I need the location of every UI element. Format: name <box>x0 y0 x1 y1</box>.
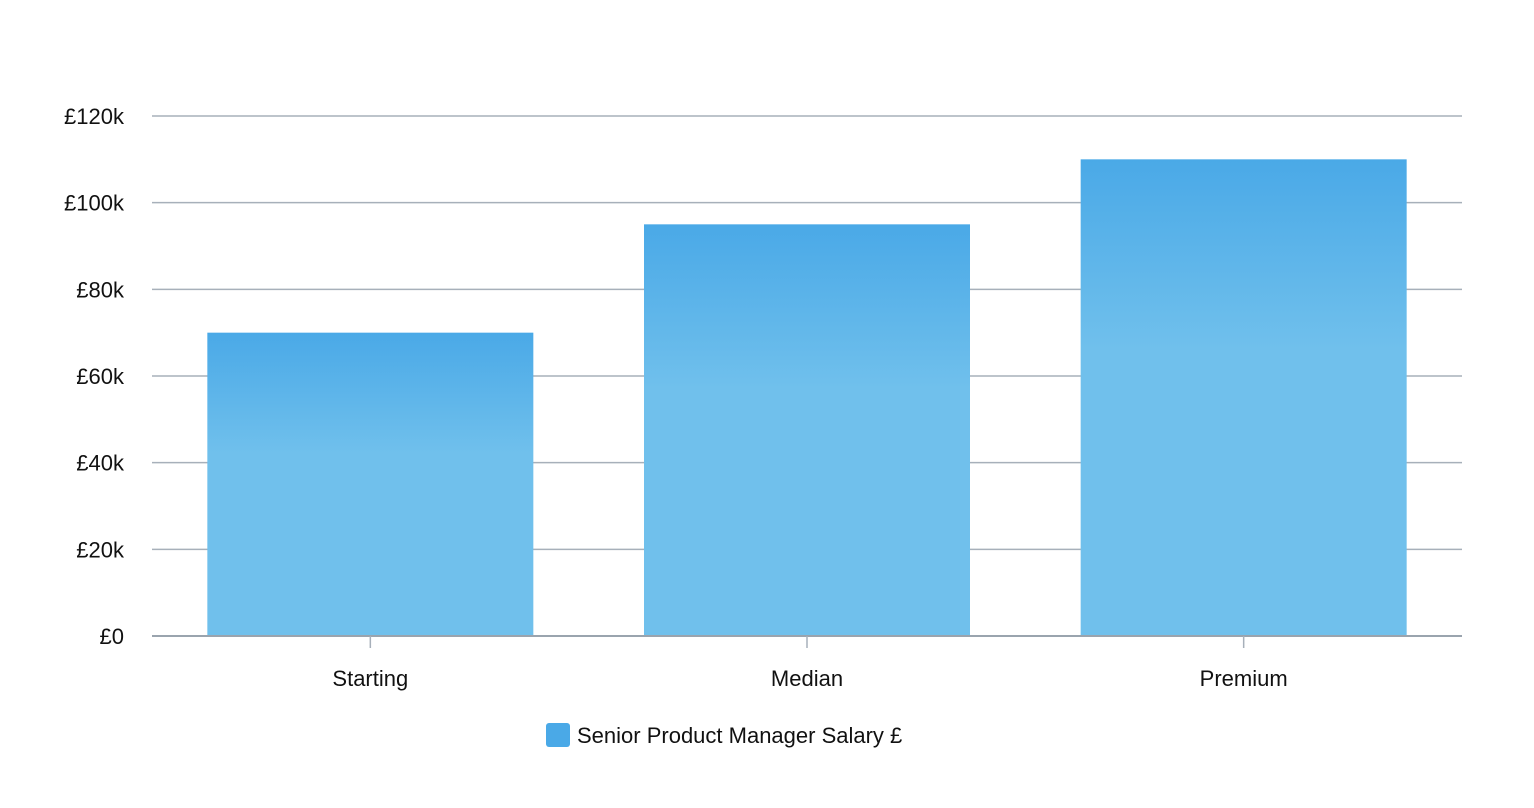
x-axis <box>152 635 1462 648</box>
y-tick-label: £0 <box>100 624 124 649</box>
x-tick-label: Premium <box>1200 666 1288 691</box>
legend-swatch[interactable] <box>546 723 570 747</box>
bar-median[interactable] <box>644 224 970 637</box>
y-tick-label: £80k <box>76 277 125 302</box>
legend-label[interactable]: Senior Product Manager Salary £ <box>577 723 902 748</box>
x-tick-label: Starting <box>332 666 408 691</box>
y-tick-label: £100k <box>64 191 125 216</box>
bar-starting[interactable] <box>207 332 534 636</box>
legend[interactable]: Senior Product Manager Salary £ <box>546 723 902 748</box>
y-tick-label: £20k <box>76 537 125 562</box>
y-tick-label: £60k <box>76 364 125 389</box>
y-tick-label: £120k <box>64 104 125 129</box>
bars <box>207 159 1407 637</box>
y-axis-tick-labels: £0 £20k £40k £60k £80k £100k £120k <box>64 104 125 649</box>
bar-premium[interactable] <box>1080 159 1407 637</box>
y-tick-label: £40k <box>76 451 125 476</box>
x-tick-label: Median <box>771 666 843 691</box>
x-axis-tick-labels: Starting Median Premium <box>332 666 1287 691</box>
